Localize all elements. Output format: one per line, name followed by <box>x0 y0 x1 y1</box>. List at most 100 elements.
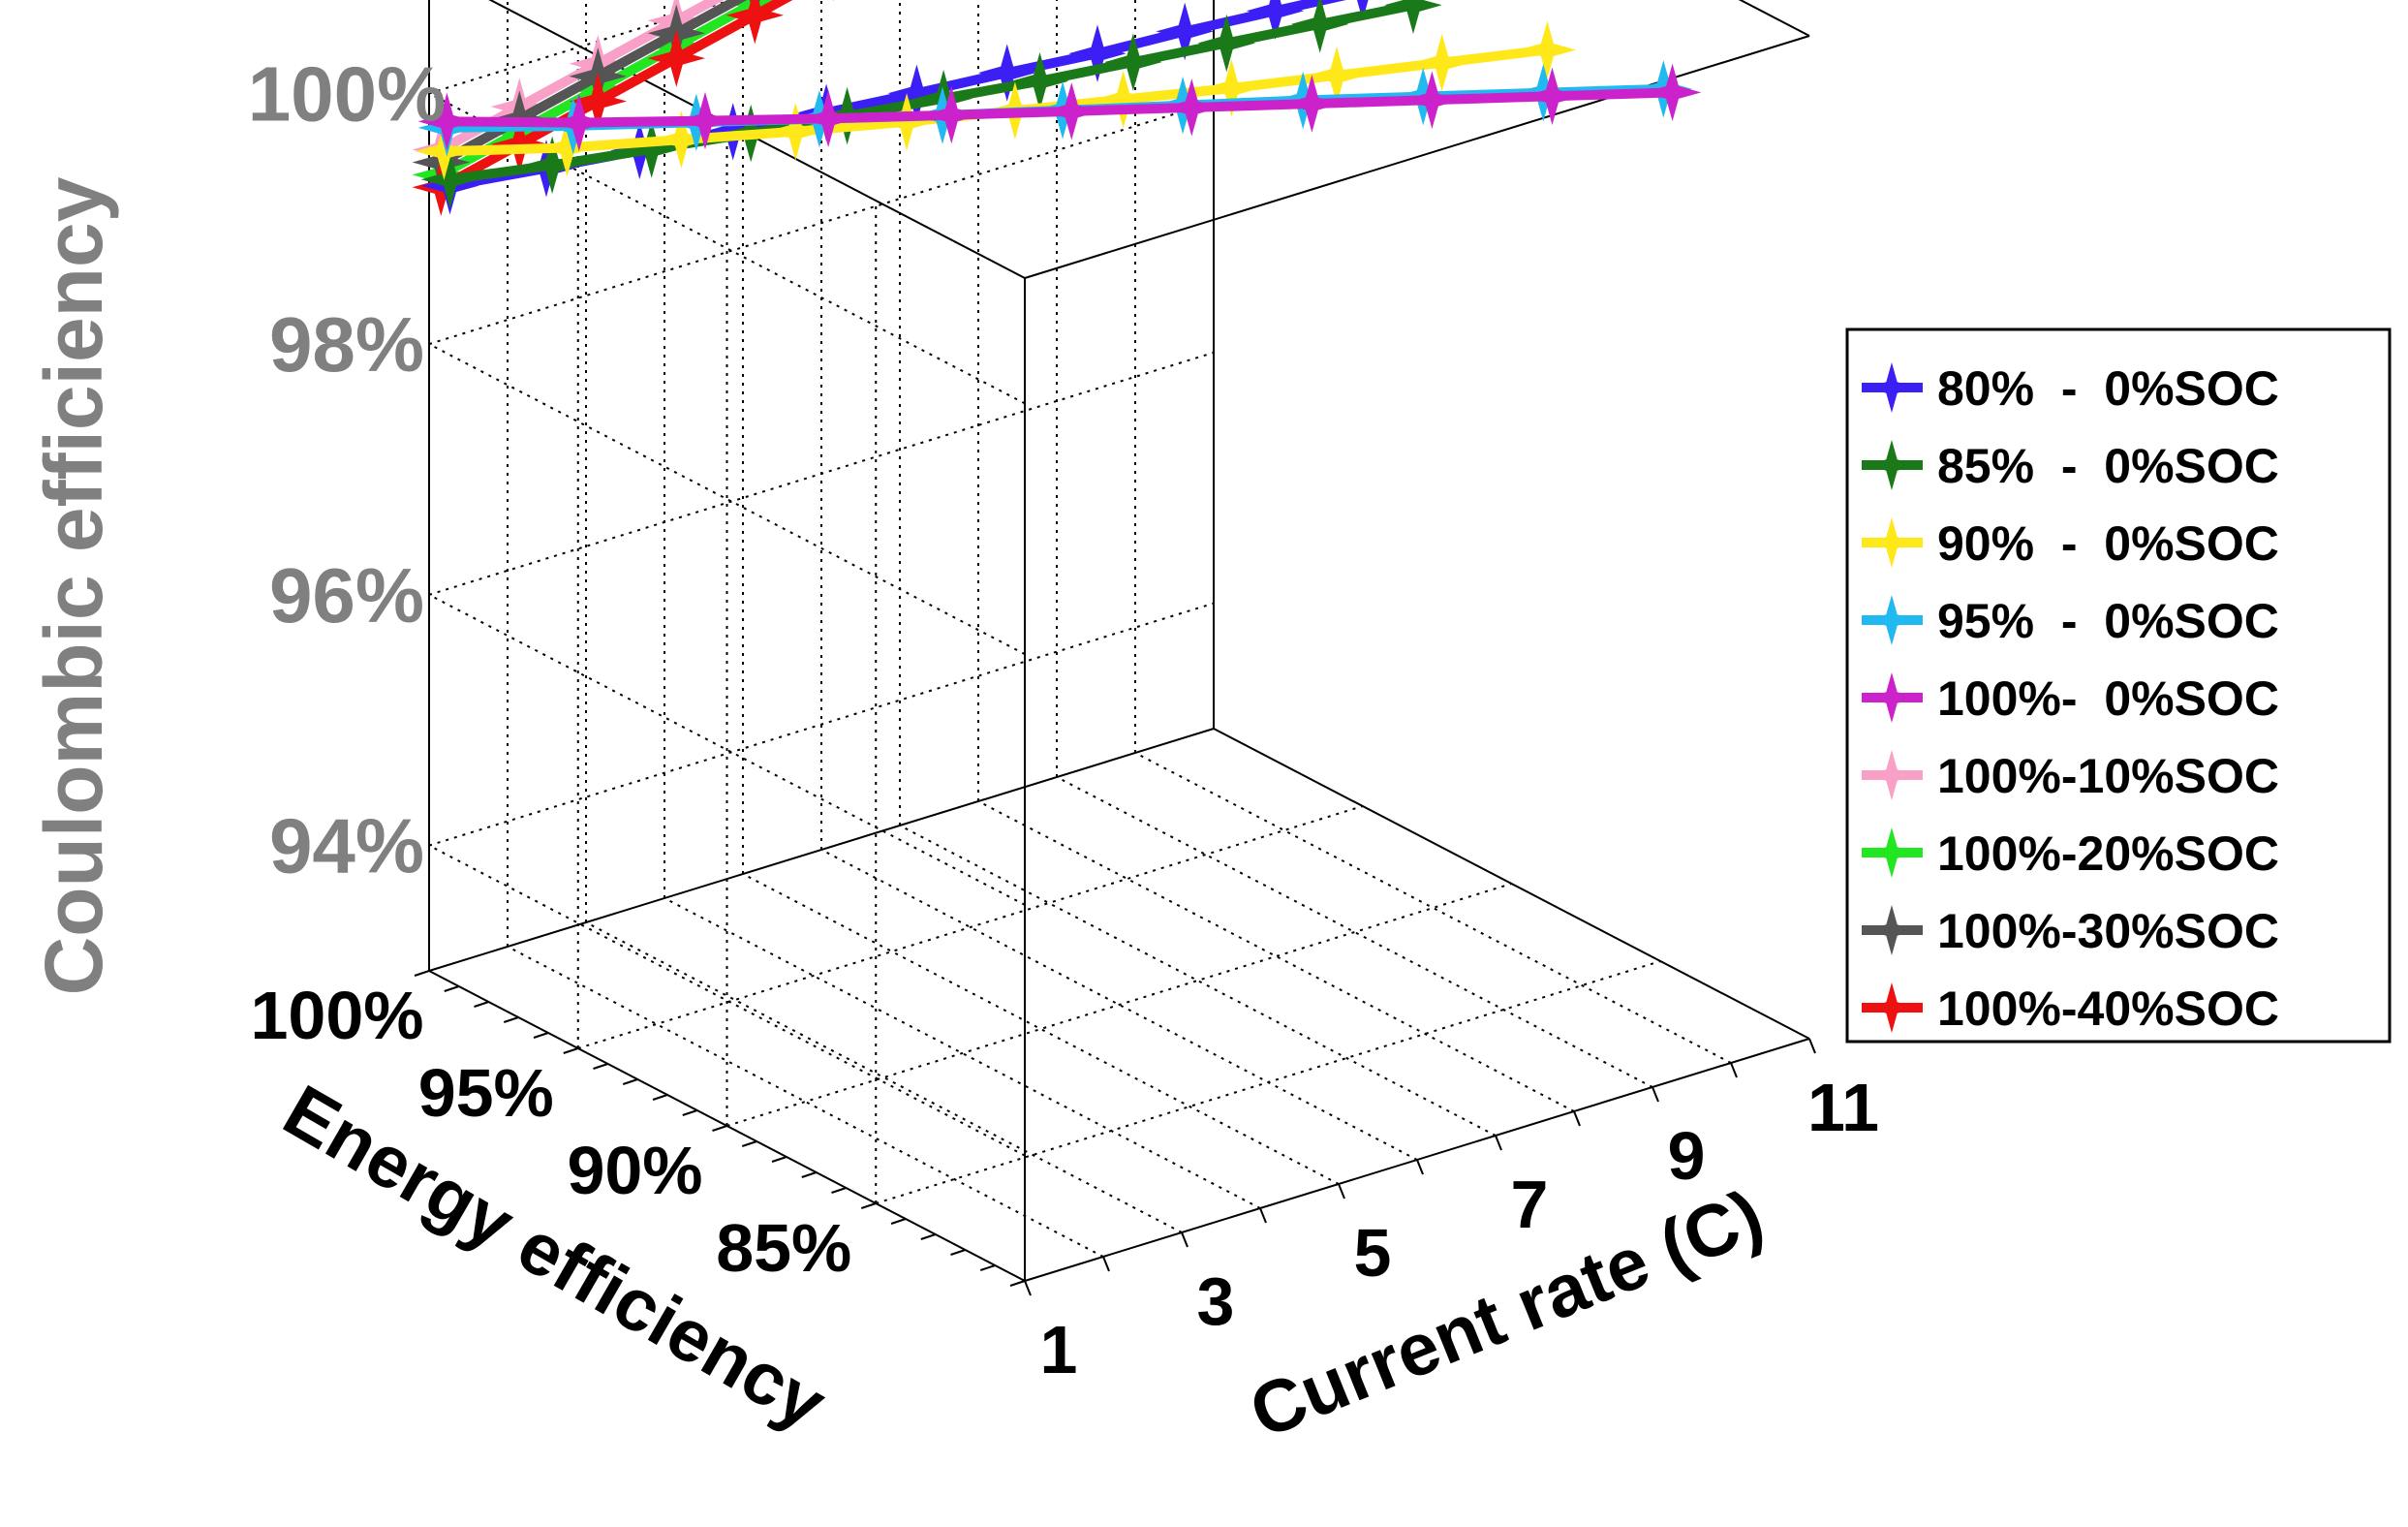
legend-label: 95% - 0%SOC <box>1937 594 2279 648</box>
data-point <box>725 0 785 45</box>
y-tick-mark <box>890 1218 907 1225</box>
y-tick-mark <box>831 1187 847 1194</box>
data-point <box>1523 67 1582 126</box>
x-tick-mark <box>1338 1183 1345 1200</box>
y-tick-mark <box>801 1171 818 1178</box>
grid-line-x-floor <box>899 825 1497 1137</box>
data-point <box>1308 47 1366 105</box>
grid-line-y-floor <box>875 960 1661 1204</box>
legend-marker <box>1867 750 1917 800</box>
x-tick-label: 5 <box>1354 1215 1392 1291</box>
x-tick-label: 1 <box>1040 1312 1078 1387</box>
y-tick-mark <box>652 1094 668 1101</box>
data-point <box>550 93 608 152</box>
x-tick-mark <box>1652 1086 1659 1103</box>
grid-line-x-floor <box>507 946 1104 1258</box>
legend-marker <box>1867 905 1917 955</box>
y-tick-mark <box>860 1202 877 1209</box>
data-point <box>977 44 1036 102</box>
grid-line-x-floor <box>1134 752 1732 1064</box>
grid-line-y-floor <box>577 805 1364 1049</box>
data-point <box>1384 0 1442 35</box>
legend-label: 100%-10%SOC <box>1937 749 2279 803</box>
x-tick-mark <box>1181 1231 1189 1248</box>
y-tick-label: 85% <box>716 1210 851 1286</box>
legend-marker <box>1867 982 1917 1033</box>
box-edge <box>1024 35 1810 279</box>
data-point <box>1290 0 1349 53</box>
y-tick-mark <box>533 1032 549 1039</box>
legend-label: 100%-40%SOC <box>1937 982 2279 1036</box>
z-tick-label: 100% <box>248 50 447 137</box>
data-point <box>1643 63 1702 122</box>
y-tick-mark <box>622 1078 638 1085</box>
grid-line-z-side <box>428 844 1026 1157</box>
z-tick-label: 98% <box>269 301 424 388</box>
y-tick-mark <box>682 1109 698 1116</box>
grid-line-x-floor <box>585 921 1183 1233</box>
x-tick-mark <box>1730 1062 1738 1078</box>
y-tick-mark <box>741 1140 757 1147</box>
data-point <box>420 150 479 208</box>
y-tick-mark <box>771 1156 787 1163</box>
series-line <box>438 0 725 154</box>
legend-marker <box>1867 362 1917 413</box>
grid-line-x-floor <box>977 800 1575 1112</box>
data-point <box>799 89 857 148</box>
x-tick-mark <box>1024 1280 1032 1296</box>
data-point <box>417 92 477 151</box>
legend-label: 100%-30%SOC <box>1937 904 2279 958</box>
x-tick-mark <box>1416 1159 1424 1175</box>
box-edge <box>1213 728 1810 1040</box>
y-tick-mark <box>950 1249 966 1256</box>
y-tick-label: 100% <box>250 978 423 1053</box>
data-point <box>647 29 706 87</box>
data-point <box>1104 33 1162 91</box>
legend-box <box>1845 327 2392 1044</box>
grid-line-z-back <box>428 101 1215 346</box>
legend-marker <box>1867 517 1917 568</box>
legend-marker <box>1867 440 1917 490</box>
y-tick-mark <box>414 970 430 977</box>
data-point <box>1282 75 1342 133</box>
data-point <box>922 85 981 144</box>
legend: 80% - 0%SOC 85% - 0%SOC 90% - 0%SOC 95% - 0… <box>1845 327 2392 1044</box>
z-axis-label: Coulombic efficiency <box>28 176 119 995</box>
x-tick-mark <box>1808 1038 1816 1054</box>
y-tick-mark <box>444 985 460 992</box>
x-tick-label: 11 <box>1807 1070 1879 1145</box>
y-tick-mark <box>593 1063 608 1070</box>
legend-label: 85% - 0%SOC <box>1937 439 2279 493</box>
legend-label: 80% - 0%SOC <box>1937 361 2279 416</box>
box-edge <box>428 728 1215 972</box>
data-point <box>1156 2 1214 61</box>
data-point <box>1403 71 1462 129</box>
x-tick-mark <box>1259 1207 1267 1224</box>
data-point <box>1412 33 1471 92</box>
data-point <box>1042 82 1101 140</box>
x-tick-mark <box>1573 1110 1581 1127</box>
data-point <box>1202 59 1261 117</box>
data-point <box>1094 70 1153 129</box>
series-layer <box>412 0 1702 216</box>
series-line <box>438 0 748 167</box>
y-tick-mark <box>712 1125 727 1132</box>
data-point <box>766 103 825 161</box>
data-point <box>1068 24 1127 82</box>
y-tick-mark <box>474 1001 489 1008</box>
legend-label: 100%-20%SOC <box>1937 826 2279 881</box>
z-tick-label: 96% <box>269 552 424 639</box>
x-tick-mark <box>1102 1256 1110 1272</box>
grid-line-y-floor <box>726 883 1512 1127</box>
legend-label: 100%- 0%SOC <box>1937 671 2279 726</box>
y-tick-mark <box>1009 1280 1026 1287</box>
grid-line-x-floor <box>820 849 1418 1161</box>
grid-layer <box>414 0 1816 1296</box>
grid-line-z-back <box>428 602 1215 847</box>
data-point <box>1518 20 1577 79</box>
data-point <box>415 122 474 180</box>
data-point <box>1197 14 1256 73</box>
grid-line-x-floor <box>664 897 1261 1209</box>
